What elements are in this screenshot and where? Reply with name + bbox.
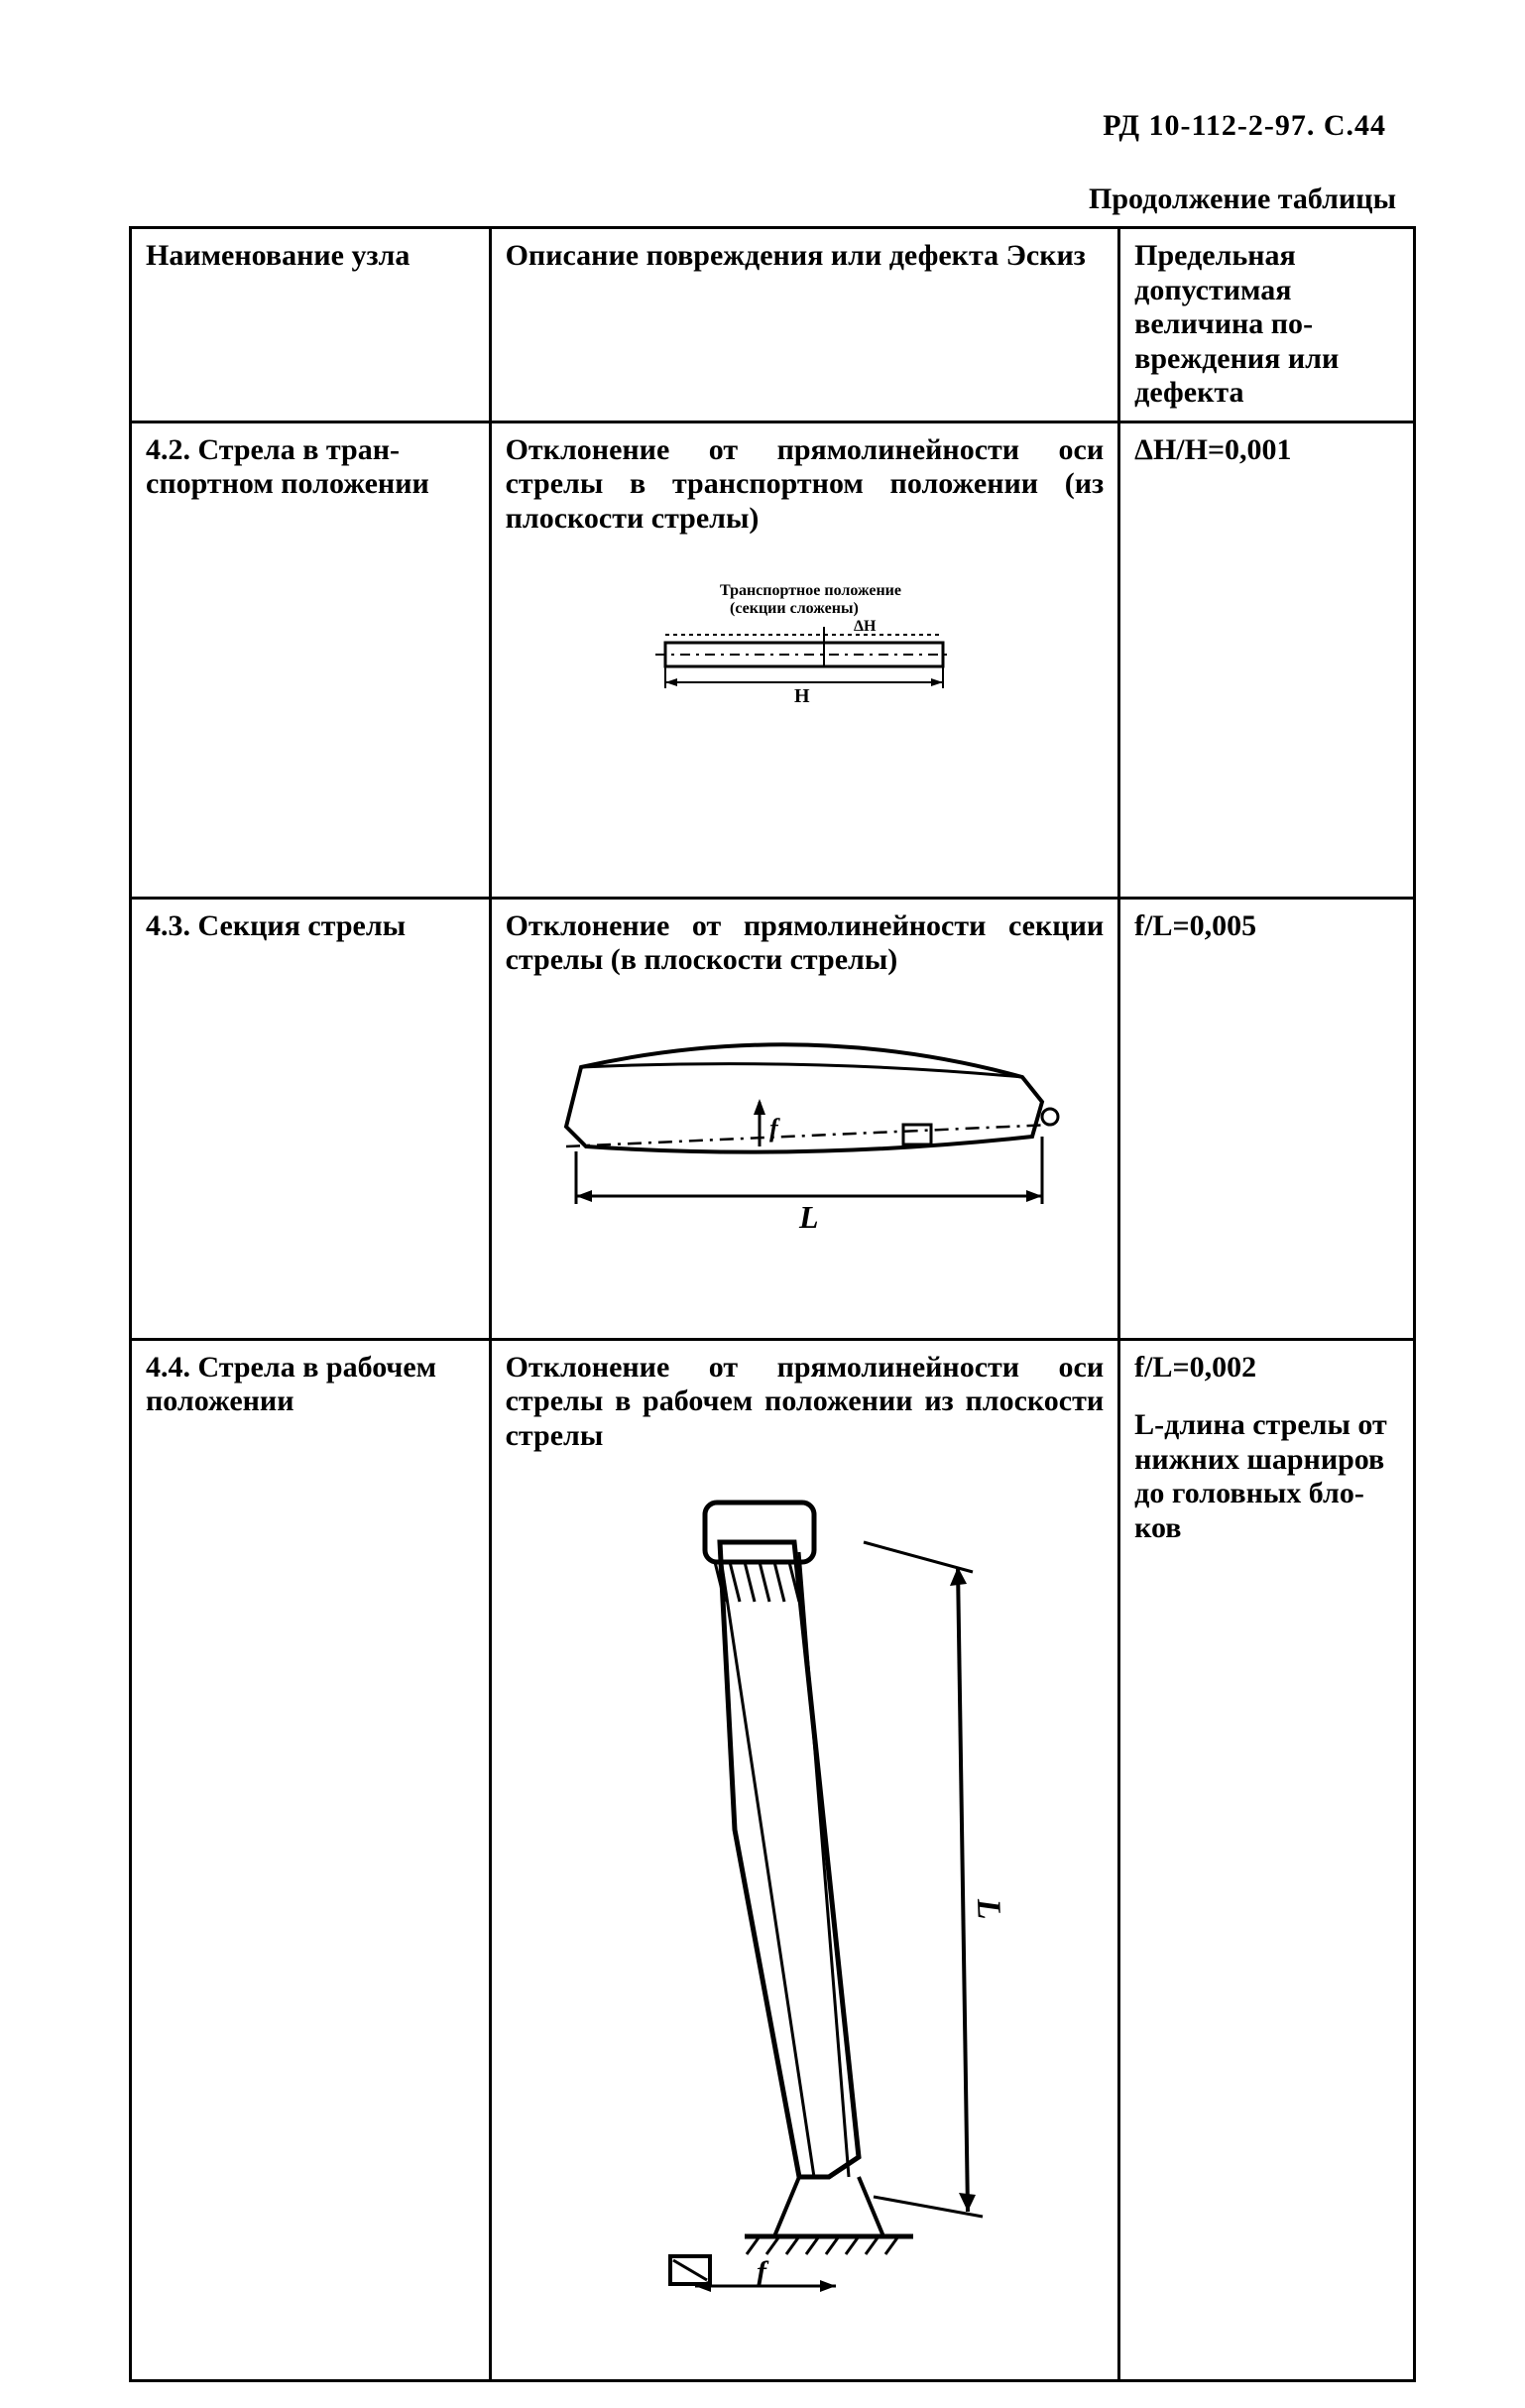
- arrow: [665, 678, 677, 686]
- limit-value-44: f/L=0,002: [1134, 1351, 1399, 1385]
- dim-label-H: H: [794, 685, 810, 707]
- arrow: [931, 678, 943, 686]
- table-caption: Продолжение таблицы: [129, 182, 1416, 216]
- desc-text-44: Отклонение от прямолинейности оси стрелы…: [506, 1351, 1105, 1454]
- arrow: [576, 1190, 592, 1202]
- dim-label-f: f: [757, 2255, 769, 2288]
- desc-text-43: Отклонение от прямолинейности сек­ции ст…: [506, 909, 1105, 978]
- sketch-43: f L: [506, 1008, 1105, 1236]
- detail-box: [903, 1125, 931, 1144]
- table-row: 4.2. Стрела в тран­спортном положении От…: [131, 421, 1415, 898]
- col-header-desc: Описание повреждения или дефекта Эскиз: [490, 228, 1119, 422]
- cell-limit-43: f/L=0,005: [1119, 898, 1415, 1339]
- dim-label-L: L: [970, 1897, 1007, 1920]
- defects-table: Наименование узла Описание повреждения и…: [129, 226, 1416, 2382]
- guy-line: [720, 1552, 814, 2177]
- arrow: [1026, 1190, 1042, 1202]
- arrow: [820, 2280, 836, 2292]
- table-row: 4.3. Секция стрелы Отклонение от прямоли…: [131, 898, 1415, 1339]
- cell-name-42: 4.2. Стрела в тран­спортном положении: [131, 421, 491, 898]
- cell-name-43: 4.3. Секция стрелы: [131, 898, 491, 1339]
- arrow: [754, 1099, 765, 1115]
- sketch-label: (секции сложены): [730, 600, 859, 617]
- col-header-limit: Предельная допустимая величина по­врежде…: [1119, 228, 1415, 422]
- dim-label-f: f: [769, 1114, 780, 1143]
- dim-L-line: [958, 1567, 968, 2212]
- doc-reference: РД 10-112-2-97. С.44: [129, 109, 1416, 143]
- page: РД 10-112-2-97. С.44 Продолжение таблицы…: [0, 0, 1525, 2408]
- dim-label-dH: ΔH: [854, 618, 877, 635]
- boom-body: [720, 1542, 859, 2177]
- dim-label-L: L: [798, 1199, 819, 1235]
- sketch-42: Транспортное положение (секции сложены): [506, 565, 1105, 734]
- limit-note-44: L-длина стре­лы от нижних шарниров до го…: [1134, 1408, 1399, 1545]
- pin-circle: [1042, 1109, 1058, 1125]
- cell-name-44: 4.4. Стрела в рабо­чем положении: [131, 1339, 491, 2380]
- sketch-42-svg: Транспортное положение (секции сложены): [626, 565, 983, 734]
- table-header-row: Наименование узла Описание повреждения и…: [131, 228, 1415, 422]
- sketch-44: L f: [506, 1483, 1105, 2296]
- arrow: [695, 2280, 711, 2292]
- section-top-inner: [581, 1063, 1022, 1076]
- sketch-44-svg: L f: [566, 1483, 1042, 2296]
- cell-desc-44: Отклонение от прямолинейности оси стрелы…: [490, 1339, 1119, 2380]
- cell-desc-42: Отклонение от прямолинейности оси стрелы…: [490, 421, 1119, 898]
- cell-limit-44: f/L=0,002 L-длина стре­лы от нижних шарн…: [1119, 1339, 1415, 2380]
- arrow: [959, 2193, 976, 2212]
- table-row: 4.4. Стрела в рабо­чем положении Отклоне…: [131, 1339, 1415, 2380]
- col-header-name: Наименование узла: [131, 228, 491, 422]
- sketch-43-svg: f L: [527, 1008, 1082, 1236]
- cell-desc-43: Отклонение от прямолинейности сек­ции ст…: [490, 898, 1119, 1339]
- guy-line: [799, 1552, 849, 2177]
- desc-text-42: Отклонение от прямолинейности оси стрелы…: [506, 433, 1105, 537]
- cell-limit-42: ΔH/H=0,001: [1119, 421, 1415, 898]
- sketch-label: Транспортное положение: [720, 582, 901, 599]
